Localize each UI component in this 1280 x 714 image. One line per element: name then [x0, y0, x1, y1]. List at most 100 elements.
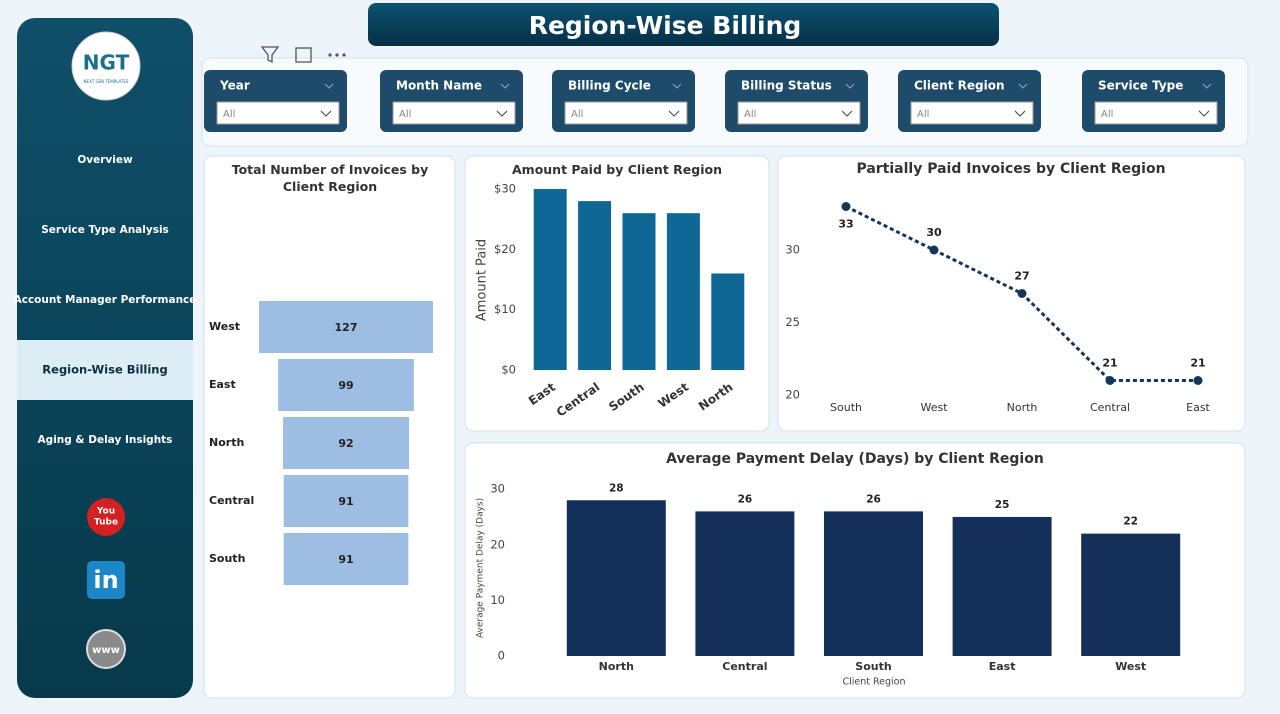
- data-label: 30: [926, 226, 942, 239]
- filter-chevron: [1018, 83, 1028, 89]
- logo: [71, 31, 141, 101]
- filter-dropdown[interactable]: [1094, 101, 1218, 125]
- y-tick-label: $10: [494, 302, 516, 316]
- y-tick-label: 25: [785, 315, 800, 329]
- x-tick-label: South: [830, 401, 862, 414]
- bar: [1081, 533, 1181, 656]
- data-label: 99: [338, 379, 353, 392]
- category-label: Central: [209, 494, 254, 507]
- bar: [578, 201, 612, 370]
- chart-title: Partially Paid Invoices by Client Region: [856, 160, 1166, 177]
- x-tick-label: North: [1007, 401, 1038, 414]
- data-label: 127: [335, 321, 358, 334]
- category-label: North: [209, 436, 244, 449]
- dropdown-chevron: [1198, 110, 1210, 117]
- x-tick-label: Central: [722, 660, 767, 673]
- filter-icon[interactable]: [260, 46, 280, 64]
- filter-label: Year: [219, 79, 250, 93]
- logo-text: NGT: [83, 51, 130, 75]
- dropdown-chevron: [320, 110, 332, 117]
- x-tick-label: East: [1186, 401, 1210, 414]
- page-title: Region-Wise Billing: [529, 11, 802, 40]
- y-tick-label: 20: [785, 388, 800, 402]
- category-label: South: [209, 552, 245, 565]
- filter-chevron: [1202, 83, 1212, 89]
- filter-dropdown[interactable]: [392, 101, 516, 125]
- data-label: 33: [838, 218, 853, 231]
- dropdown-chevron: [841, 110, 853, 117]
- bar: [824, 511, 923, 656]
- chart-title-box: Amount Paid by Client Region: [512, 161, 722, 177]
- filter-label: Billing Status: [741, 79, 832, 93]
- y-tick-label: 0: [498, 649, 505, 663]
- funnel-bar: [282, 417, 410, 469]
- x-axis-label: Client Region: [842, 677, 905, 688]
- bar: [711, 273, 745, 370]
- linkedin-icon[interactable]: [87, 561, 125, 599]
- y-tick-label: $20: [494, 242, 516, 256]
- linkedin-text: in: [93, 566, 118, 594]
- y-tick-label: 20: [490, 537, 505, 551]
- filter-value: All: [1101, 109, 1113, 120]
- filter-dropdown[interactable]: [216, 101, 340, 125]
- y-tick-label: 10: [490, 593, 505, 607]
- filter-chevron: [845, 83, 855, 89]
- funnel-bar: [278, 359, 414, 411]
- nav-item[interactable]: Service Type Analysis: [41, 224, 169, 236]
- filter-chevron: [324, 83, 334, 89]
- data-label: 26: [866, 493, 881, 505]
- chart-title-box: Average Payment Delay (Days) by Client R…: [666, 450, 1044, 467]
- nav-item[interactable]: Account Manager Performance: [14, 294, 197, 306]
- x-tick-label: North: [599, 660, 634, 673]
- data-label: 91: [338, 553, 353, 566]
- line-point: [1105, 376, 1115, 385]
- web-icon[interactable]: [86, 629, 126, 669]
- data-label: 91: [338, 495, 353, 508]
- category-label: East: [209, 378, 236, 391]
- category-label: West: [209, 320, 240, 333]
- data-label: 21: [1190, 357, 1205, 370]
- filter-label: Month Name: [396, 79, 482, 93]
- nav-item[interactable]: Aging & Delay Insights: [38, 434, 173, 446]
- data-label: 26: [738, 493, 753, 505]
- bar: [566, 500, 666, 656]
- chart-title: Total Number of Invoices by Client Regio…: [231, 162, 429, 194]
- filter-label: Service Type: [1098, 79, 1183, 93]
- filter-value: All: [744, 109, 756, 120]
- data-label: 21: [1102, 357, 1117, 370]
- youtube-icon[interactable]: [87, 498, 125, 536]
- line-point: [929, 245, 939, 255]
- x-tick-label: South: [855, 660, 891, 673]
- filter-value: All: [571, 109, 583, 120]
- more-icon[interactable]: [328, 53, 346, 57]
- funnel-bar: [283, 533, 409, 585]
- bar: [695, 511, 795, 656]
- nav-item[interactable]: Region-Wise Billing: [42, 363, 167, 377]
- nav-item[interactable]: Overview: [77, 154, 133, 166]
- filter-dropdown[interactable]: [737, 101, 861, 125]
- filter-value: All: [223, 109, 235, 120]
- dropdown-chevron: [668, 110, 680, 117]
- data-label: 25: [995, 499, 1010, 511]
- filter-chevron: [500, 83, 510, 89]
- filter-label: Billing Cycle: [568, 79, 651, 93]
- line-point: [841, 202, 851, 211]
- filter-value: All: [399, 109, 411, 120]
- data-label: 28: [609, 482, 624, 494]
- chart-title-box: Partially Paid Invoices by Client Region: [856, 160, 1166, 177]
- funnel-bar: [283, 475, 409, 527]
- filter-dropdown[interactable]: [564, 101, 688, 125]
- panel: [777, 155, 1246, 432]
- dropdown-chevron: [496, 110, 508, 117]
- focus-icon[interactable]: [295, 47, 312, 63]
- data-label: 92: [338, 437, 353, 450]
- chart-title: Average Payment Delay (Days) by Client R…: [666, 450, 1044, 467]
- filter-chevron: [672, 83, 682, 89]
- youtube-text: Tube: [94, 518, 118, 528]
- x-tick-label: East: [989, 660, 1016, 673]
- filter-dropdown[interactable]: [910, 101, 1034, 125]
- chart-title: Amount Paid by Client Region: [512, 161, 722, 177]
- dropdown-chevron: [1014, 110, 1026, 117]
- funnel-bar: [259, 301, 433, 353]
